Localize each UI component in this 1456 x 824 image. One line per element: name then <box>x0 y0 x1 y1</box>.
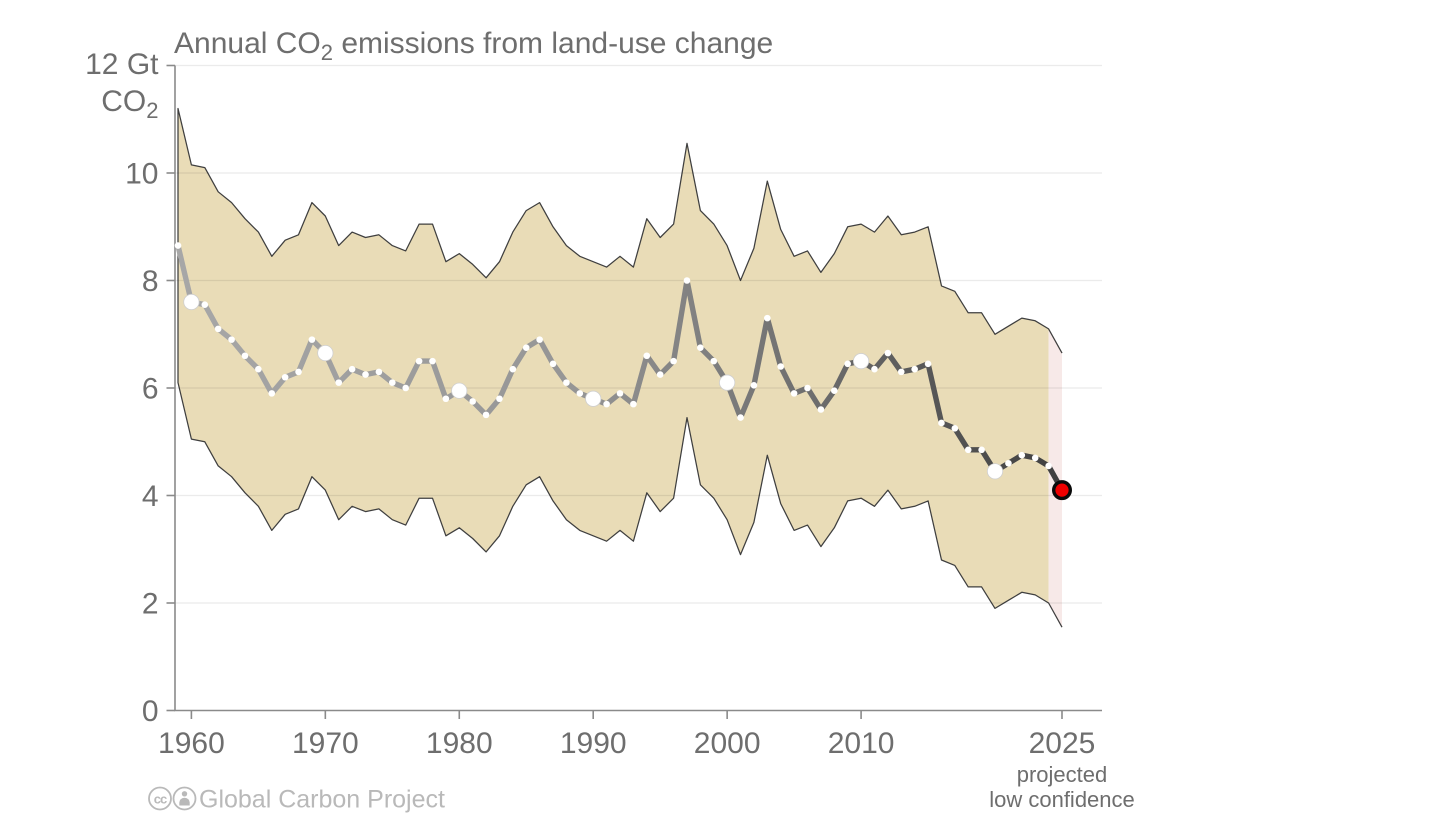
cc-icon: cc <box>148 786 172 811</box>
year-marker-2013 <box>897 368 905 376</box>
year-marker-1999 <box>710 357 718 365</box>
by-icon-head <box>181 791 188 797</box>
year-marker-1982 <box>482 411 490 419</box>
year-marker-1984 <box>509 365 517 373</box>
year-marker-1973 <box>362 371 369 378</box>
year-marker-2021 <box>1005 459 1012 467</box>
decade-marker-2000 <box>719 374 736 391</box>
year-marker-2002 <box>750 382 758 389</box>
year-marker-1963 <box>228 336 235 343</box>
year-marker-1998 <box>697 344 704 351</box>
year-marker-1979 <box>442 395 450 403</box>
year-marker-2018 <box>964 446 972 454</box>
year-marker-1975 <box>389 379 396 386</box>
by-icon-circle <box>172 786 197 811</box>
year-marker-1972 <box>348 365 356 373</box>
year-marker-1987 <box>549 360 557 368</box>
y-tick-label-0: 0 <box>142 695 159 728</box>
year-marker-1994 <box>643 352 651 360</box>
year-marker-2012 <box>884 349 892 357</box>
year-marker-1966 <box>268 390 276 397</box>
year-marker-1989 <box>576 390 584 397</box>
y-tick-label-4: 4 <box>142 480 159 513</box>
year-marker-1996 <box>670 357 677 365</box>
year-marker-2001 <box>737 414 744 421</box>
year-marker-1968 <box>295 368 302 376</box>
attribution-text: Global Carbon Project <box>199 786 445 814</box>
x-tick-label-1990: 1990 <box>560 727 627 760</box>
year-marker-1992 <box>616 390 624 397</box>
year-marker-1985 <box>522 344 530 351</box>
year-marker-1991 <box>603 400 610 408</box>
year-marker-1993 <box>630 400 637 408</box>
decade-marker-1970 <box>317 344 334 362</box>
year-marker-2005 <box>790 390 798 397</box>
year-marker-1976 <box>402 384 409 392</box>
year-marker-1964 <box>241 352 249 360</box>
x-tick-label-2000: 2000 <box>694 727 761 760</box>
year-marker-1967 <box>281 373 289 381</box>
year-marker-1986 <box>536 336 543 343</box>
year-marker-1983 <box>496 395 503 403</box>
year-marker-1988 <box>563 379 570 386</box>
year-marker-1971 <box>335 379 343 386</box>
chart-title: Annual CO2 emissions from land-use chang… <box>174 27 773 65</box>
low-confidence-annotation: low confidence <box>989 787 1135 812</box>
uncertainty-band <box>178 108 1049 609</box>
year-marker-2009 <box>844 360 851 368</box>
projected-point-2025 <box>1051 480 1072 501</box>
year-marker-1995 <box>656 371 664 378</box>
by-icon <box>172 786 197 811</box>
by-icon-body <box>179 797 190 806</box>
year-marker-1978 <box>429 357 436 365</box>
year-marker-2006 <box>804 384 811 392</box>
x-tick-label-1970: 1970 <box>292 727 359 760</box>
year-marker-2014 <box>911 365 918 373</box>
projected-annotation: projected <box>1017 762 1108 787</box>
year-marker-1977 <box>415 357 423 365</box>
x-tick-label-1960: 1960 <box>158 727 225 760</box>
year-marker-1965 <box>255 365 262 373</box>
year-marker-2004 <box>777 363 785 370</box>
decade-marker-1960 <box>183 293 200 311</box>
cc-icon-circle <box>148 786 172 811</box>
year-marker-1959 <box>174 242 182 249</box>
year-marker-2007 <box>817 406 825 413</box>
year-marker-2003 <box>764 314 771 322</box>
year-marker-1997 <box>683 277 691 284</box>
x-tick-label-2010: 2010 <box>828 727 895 760</box>
year-marker-1961 <box>201 301 209 308</box>
y-tick-label-6: 6 <box>142 373 159 406</box>
axes-layer <box>166 64 1102 719</box>
year-marker-2019 <box>978 446 985 454</box>
year-marker-1969 <box>308 336 316 343</box>
attribution: cc Global Carbon Project <box>148 786 445 814</box>
year-marker-2023 <box>1031 454 1039 462</box>
year-marker-2015 <box>924 360 932 368</box>
x-tick-label-2025: 2025 <box>1029 727 1096 760</box>
year-marker-1981 <box>469 398 476 405</box>
year-marker-1962 <box>214 325 222 333</box>
data-points-layer <box>174 242 1072 501</box>
year-marker-1974 <box>375 368 383 376</box>
cc-icon-glyph: cc <box>154 792 167 807</box>
y-tick-label-2: 2 <box>142 588 159 621</box>
year-marker-2024 <box>1045 462 1052 470</box>
y-tick-label-8: 8 <box>142 265 159 298</box>
year-marker-2022 <box>1018 451 1026 459</box>
tick-labels-layer: 0 2 4 6 8 10 1960 1970 1980 1990 2000 2010 2025 <box>125 158 1095 761</box>
decade-marker-2010 <box>852 353 870 370</box>
year-marker-2011 <box>871 365 878 373</box>
decade-marker-2020 <box>986 463 1004 480</box>
x-tick-label-1980: 1980 <box>426 727 493 760</box>
y-tick-label-10: 10 <box>125 158 158 191</box>
decade-marker-1990 <box>585 390 602 407</box>
year-marker-2017 <box>951 425 959 432</box>
y-axis-unit-line1: 12 Gt <box>85 48 159 81</box>
decade-marker-1980 <box>451 382 468 399</box>
year-marker-2016 <box>938 419 945 427</box>
year-marker-2008 <box>831 387 838 394</box>
y-axis-unit-line2: CO2 <box>101 85 158 123</box>
